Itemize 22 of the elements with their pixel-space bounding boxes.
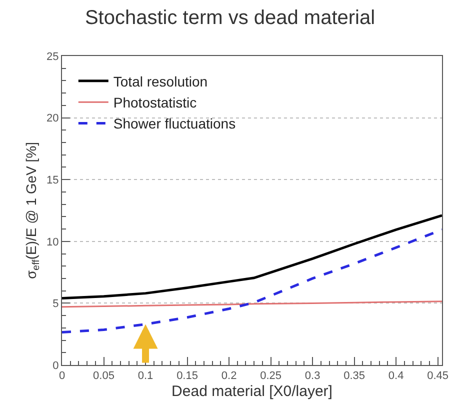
x-tick-label: 0.35 [344, 370, 366, 382]
x-axis-title: Dead material [X0/layer] [172, 383, 332, 400]
y-tick-label: 20 [46, 112, 59, 125]
y-tick-label: 25 [46, 50, 59, 63]
x-tick-label: 0.05 [93, 370, 114, 382]
x-tick-label: 0.25 [260, 370, 282, 382]
y-tick-label: 15 [46, 174, 59, 186]
y-tick-label: 10 [46, 236, 59, 248]
line-series [62, 214, 442, 300]
x-tick-label: 0.3 [304, 370, 320, 382]
x-tick-label: 0.45 [427, 370, 449, 382]
x-tick-label: 0.4 [388, 370, 404, 382]
x-tick-label: 0.15 [176, 370, 198, 382]
x-tick-label: 0.2 [221, 370, 237, 382]
legend-label: Shower fluctuations [113, 116, 236, 132]
legend-label: Total resolution [113, 73, 208, 90]
chart-title: Stochastic term vs dead material [84, 7, 376, 30]
line-series [62, 228, 442, 334]
legend-label: Photostatistic [113, 94, 197, 111]
y-tick-label: 5 [52, 298, 59, 310]
y-tick-label: 0 [52, 360, 59, 372]
x-tick-label: 0.1 [138, 370, 154, 382]
